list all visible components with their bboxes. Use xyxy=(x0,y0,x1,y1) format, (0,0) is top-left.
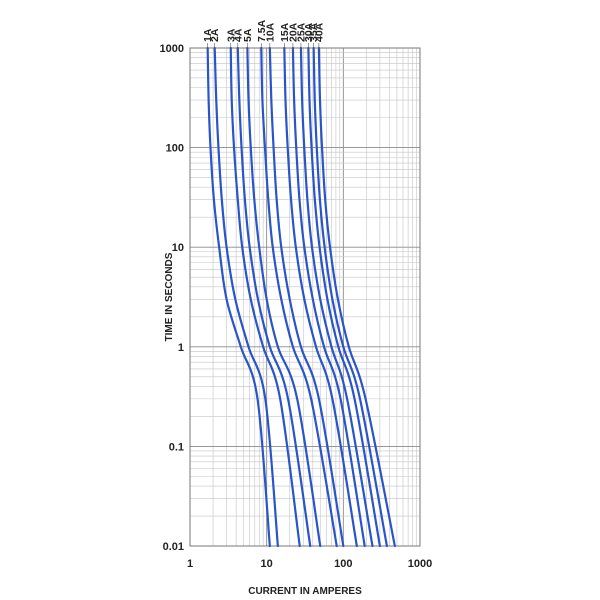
y-axis-ticks: 1000 100 10 1 0.1 0.01 xyxy=(160,43,184,553)
x-tick-label: 10 xyxy=(261,558,273,570)
x-tick-label: 100 xyxy=(334,558,352,570)
y-tick-label: 1 xyxy=(178,342,184,354)
rating-label-35A: 35A xyxy=(308,22,320,42)
fuse-curve-4A xyxy=(236,46,312,548)
fuse-curve-3A xyxy=(229,46,301,548)
rating-label-5A: 5A xyxy=(242,28,254,42)
y-tick-label: 0.1 xyxy=(169,441,184,453)
x-axis-title: CURRENT IN AMPERES xyxy=(248,586,362,597)
fuse-curve-5A xyxy=(246,46,322,548)
fuse-curve-2A xyxy=(213,46,279,548)
y-tick-label: 10 xyxy=(172,242,184,254)
y-axis-title: TIME IN SECONDS xyxy=(164,252,175,341)
fuse-curve-10A xyxy=(268,46,345,548)
fuse-curve-40A xyxy=(317,46,396,548)
rating-label-15A: 15A xyxy=(279,22,291,42)
rating-label-7.5A: 7.5A xyxy=(256,19,268,42)
plot-frame xyxy=(189,47,421,547)
y-tick-label: 1000 xyxy=(160,43,184,55)
fuse-curve-20A xyxy=(291,46,366,548)
rating-label-1A: 1A xyxy=(202,28,214,42)
fuse-curve-30A xyxy=(307,46,382,548)
x-tick-label: 1000 xyxy=(408,558,432,570)
fuse-curve-7.5A xyxy=(260,46,338,548)
fuse-curve-15A xyxy=(283,46,358,548)
rating-label-25A: 25A xyxy=(295,22,307,42)
fuse-curve-1A xyxy=(206,46,271,548)
fuse-curve-25A xyxy=(299,46,374,548)
y-tick-label: 100 xyxy=(166,143,184,155)
x-axis-ticks: 1 10 100 1000 xyxy=(187,558,432,570)
fuse-curves xyxy=(206,46,396,548)
fuse-curve-35A xyxy=(312,46,388,548)
rating-label-10A: 10A xyxy=(264,22,276,42)
x-tick-label: 1 xyxy=(187,558,193,570)
rating-label-4A: 4A xyxy=(232,28,244,42)
rating-label-20A: 20A xyxy=(287,22,299,42)
rating-label-40A: 40A xyxy=(313,22,325,42)
y-tick-label: 0.01 xyxy=(163,541,184,553)
rating-label-2A: 2A xyxy=(209,28,221,42)
rating-label-3A: 3A xyxy=(225,28,237,42)
rating-label-30A: 30A xyxy=(303,22,315,42)
